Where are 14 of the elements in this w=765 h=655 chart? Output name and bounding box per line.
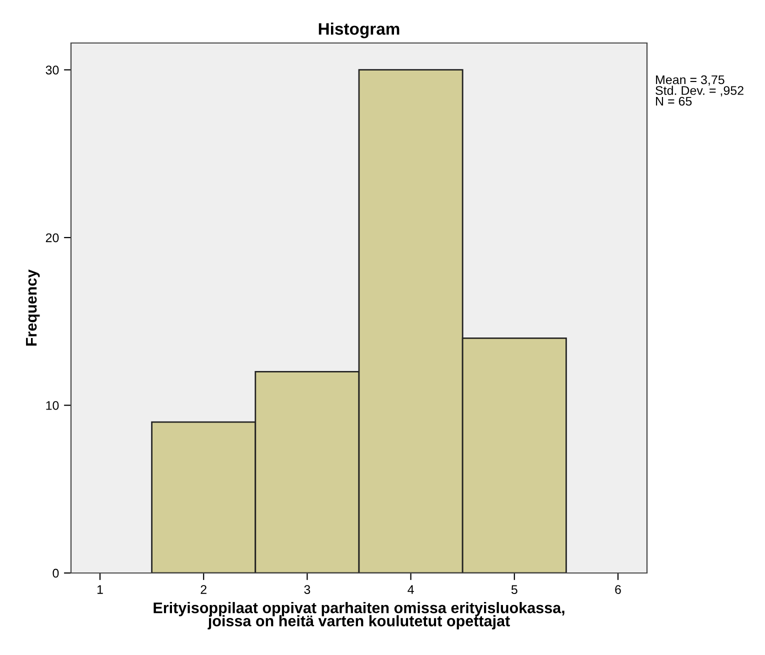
x-tick-label: 3 [304, 585, 310, 594]
x-axis-title: Erityisoppilaat oppivat parhaiten omissa erityisluokassa, joissa on heitä varten koulutetut opettajat [154, 602, 564, 630]
y-tick-label: 20 [46, 233, 59, 242]
chart-title: Histogram [318, 22, 400, 38]
y-tick-label: 10 [46, 401, 59, 410]
text: Mean = 3,75 Std. Dev. = ,952 N = 65 [656, 75, 744, 106]
y-tick-label: 30 [46, 66, 59, 74]
x-tick-label: 4 [408, 585, 414, 594]
x-tick-label: 1 [97, 585, 103, 594]
y-axis-title: Frequency [26, 269, 40, 346]
x-tick-label: 2 [200, 585, 206, 594]
y-tick-label: 0 [52, 568, 59, 578]
x-tick-label: 5 [511, 585, 518, 594]
x-tick-label: 6 [615, 585, 621, 594]
